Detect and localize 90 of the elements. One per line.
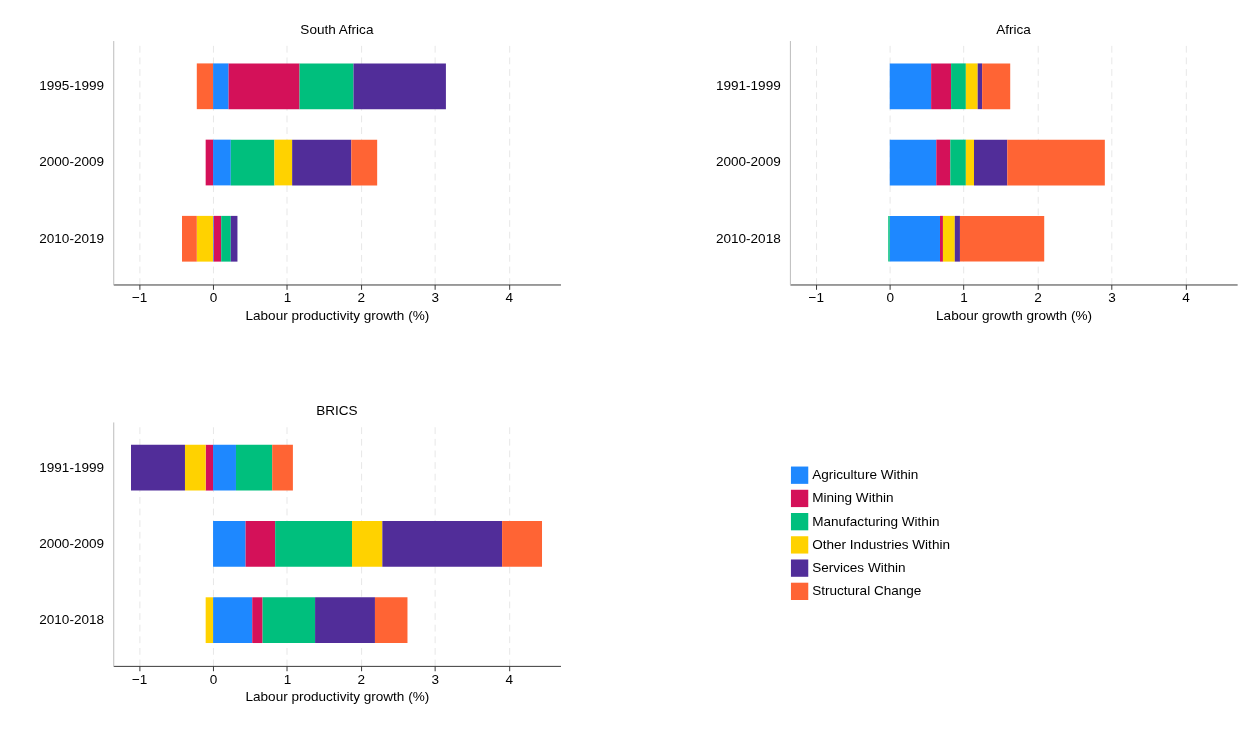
bar xyxy=(131,444,185,491)
bar xyxy=(982,63,1011,110)
bar xyxy=(235,444,273,491)
bar xyxy=(353,63,446,110)
y-tick-label: 1991-1999 xyxy=(39,459,105,475)
x-axis-title: Labour productivity growth (%) xyxy=(245,307,430,323)
bar xyxy=(889,63,932,110)
y-tick-label: 2010-2018 xyxy=(715,230,781,246)
bar xyxy=(262,597,316,644)
bar xyxy=(252,597,263,644)
bar xyxy=(205,444,214,491)
bar xyxy=(245,521,276,567)
x-tick-label: 3 xyxy=(1108,290,1116,306)
bar xyxy=(275,521,353,567)
x-tick-label: 1 xyxy=(283,290,292,306)
x-axis-title: Labour productivity growth (%) xyxy=(245,689,430,705)
bar xyxy=(230,139,275,186)
bar xyxy=(182,215,197,262)
chart-title: Africa xyxy=(996,21,1032,37)
bar xyxy=(942,215,955,262)
bar xyxy=(272,444,293,491)
bar xyxy=(889,139,937,186)
bar xyxy=(213,521,246,567)
y-tick-label: 2000-2009 xyxy=(39,535,105,551)
bar xyxy=(351,139,378,186)
bar xyxy=(939,215,943,262)
x-tick-label: 4 xyxy=(1182,290,1191,306)
y-tick-label: 1995-1999 xyxy=(39,78,105,94)
x-tick-label: 1 xyxy=(960,290,968,306)
bar xyxy=(965,139,974,186)
bar xyxy=(205,597,214,644)
bar xyxy=(315,597,375,644)
bar xyxy=(889,215,940,262)
x-tick-label: 0 xyxy=(209,671,218,687)
legend-label: Mining Within xyxy=(812,490,894,506)
bar xyxy=(196,215,214,262)
bar xyxy=(213,444,236,491)
y-tick-label: 2000-2009 xyxy=(715,154,781,170)
x-tick-label: 2 xyxy=(1034,290,1042,306)
bar xyxy=(382,521,503,567)
bar xyxy=(374,597,408,644)
bar xyxy=(213,215,222,262)
bar xyxy=(196,63,214,110)
y-tick-label: 1991-1999 xyxy=(715,78,781,94)
bar xyxy=(954,215,960,262)
bar xyxy=(221,215,231,262)
legend-label: Manufacturing Within xyxy=(812,513,940,529)
x-axis-title: Labour growth growth (%) xyxy=(936,307,1092,323)
x-tick-label: −1 xyxy=(131,290,148,306)
bar xyxy=(213,63,229,110)
y-tick-label: 2000-2009 xyxy=(39,154,105,170)
x-tick-label: 2 xyxy=(357,671,366,687)
x-tick-label: 1 xyxy=(283,671,292,687)
x-tick-label: 0 xyxy=(209,290,218,306)
x-tick-label: 4 xyxy=(505,290,514,306)
chart-title: South Africa xyxy=(300,21,374,37)
bar xyxy=(951,63,966,110)
bar xyxy=(184,444,206,491)
bar xyxy=(228,63,300,110)
legend-label: Structural Change xyxy=(812,583,922,599)
bar xyxy=(931,63,952,110)
y-tick-label: 2010-2019 xyxy=(39,230,105,246)
x-tick-label: −1 xyxy=(808,290,825,306)
legend-label: Agriculture Within xyxy=(812,467,919,483)
x-tick-label: −1 xyxy=(131,671,148,687)
bar xyxy=(502,521,543,567)
bar xyxy=(965,63,978,110)
bar xyxy=(936,139,951,186)
bar xyxy=(274,139,293,186)
legend-label: Services Within xyxy=(812,560,906,575)
bar xyxy=(1007,139,1105,186)
bar xyxy=(205,139,214,186)
legend-label: Other Industries Within xyxy=(812,536,950,552)
x-tick-label: 2 xyxy=(357,290,366,306)
bar xyxy=(292,139,352,186)
x-tick-label: 3 xyxy=(431,290,440,306)
bar xyxy=(959,215,1045,262)
x-tick-label: 3 xyxy=(431,671,440,687)
bar xyxy=(230,215,238,262)
bar xyxy=(950,139,966,186)
x-tick-label: 0 xyxy=(886,290,894,306)
bar xyxy=(213,597,253,644)
x-tick-label: 4 xyxy=(505,671,514,687)
y-tick-label: 2010-2018 xyxy=(39,612,105,628)
bar xyxy=(977,63,983,110)
bar xyxy=(973,139,1008,186)
chart-title: BRICS xyxy=(316,403,358,419)
bar xyxy=(352,521,383,567)
bar xyxy=(299,63,354,110)
bar xyxy=(213,139,231,186)
